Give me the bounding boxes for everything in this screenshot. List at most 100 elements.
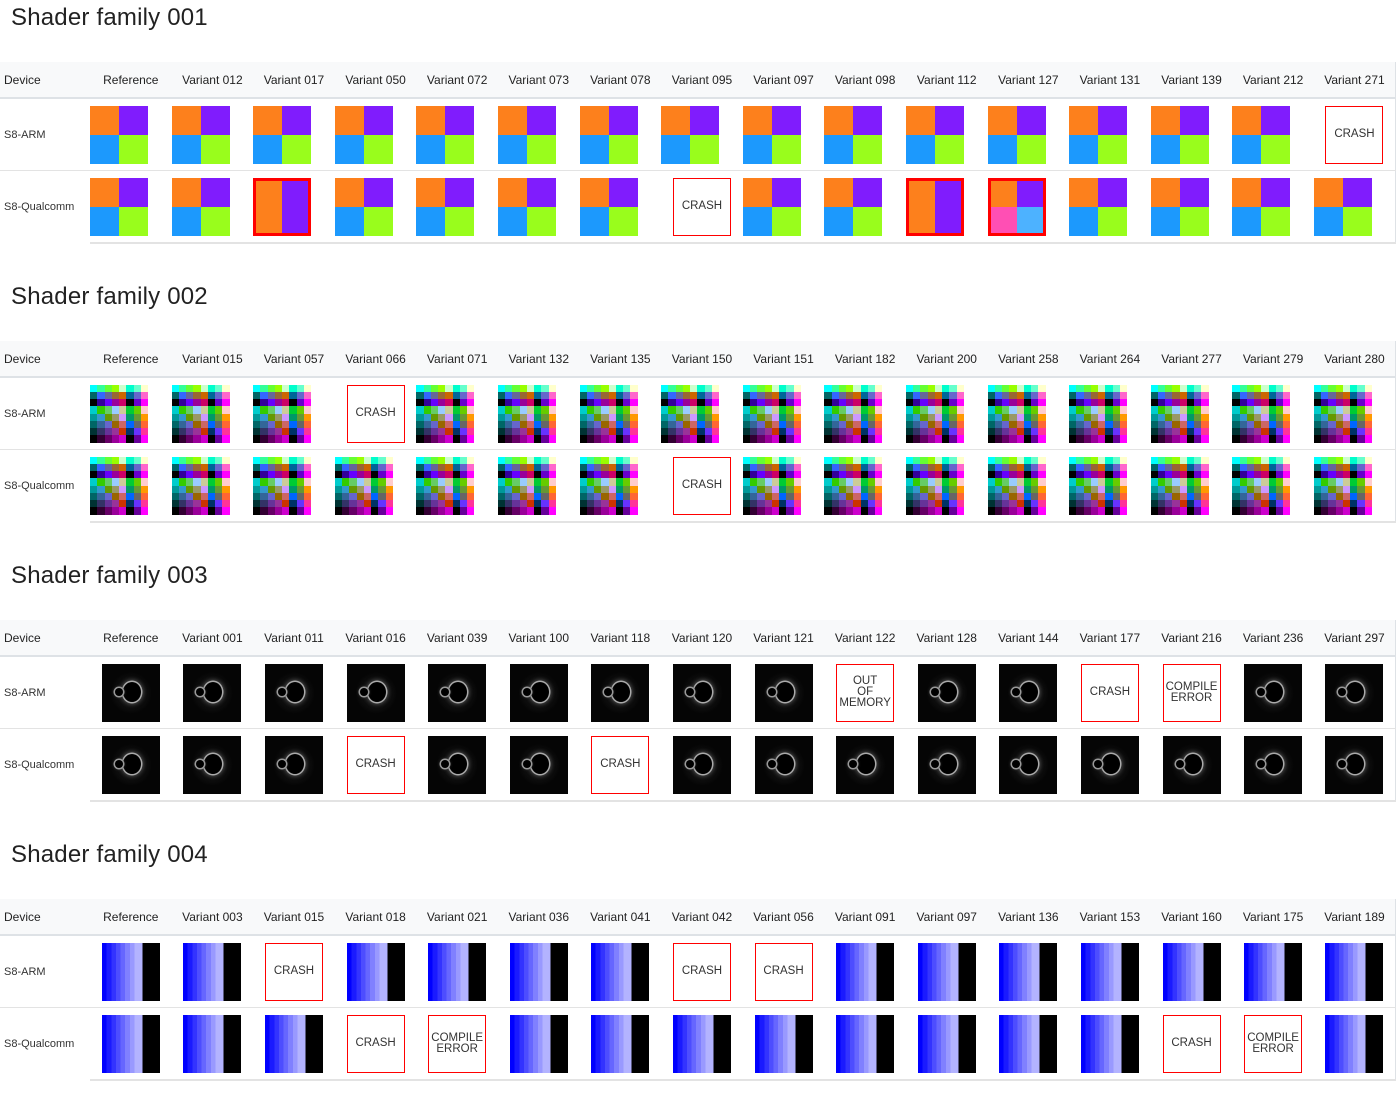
result-image[interactable] <box>334 177 393 236</box>
result-image[interactable] <box>509 735 568 794</box>
result-image[interactable] <box>672 1014 731 1073</box>
result-image[interactable] <box>905 456 964 515</box>
result-image[interactable] <box>661 384 720 443</box>
result-image[interactable] <box>987 384 1046 443</box>
result-image[interactable] <box>1069 177 1128 236</box>
result-image[interactable] <box>672 663 731 722</box>
result-image[interactable] <box>742 105 801 164</box>
result-image[interactable] <box>171 456 230 515</box>
result-image[interactable] <box>1325 735 1384 794</box>
compile-error-badge[interactable]: COMPILE ERROR <box>1162 663 1221 722</box>
crash-badge[interactable]: CRASH <box>672 177 731 236</box>
result-image[interactable] <box>754 1014 813 1073</box>
result-image[interactable] <box>334 105 393 164</box>
result-image[interactable] <box>917 942 976 1001</box>
mismatch-image[interactable] <box>253 177 312 236</box>
result-image[interactable] <box>1080 735 1139 794</box>
result-image[interactable] <box>987 105 1046 164</box>
result-image[interactable] <box>742 177 801 236</box>
result-image[interactable] <box>1244 735 1303 794</box>
crash-badge[interactable]: CRASH <box>1162 1014 1221 1073</box>
result-image[interactable] <box>497 384 556 443</box>
result-image[interactable] <box>346 942 405 1001</box>
result-image[interactable] <box>509 942 568 1001</box>
result-image[interactable] <box>917 1014 976 1073</box>
result-image[interactable] <box>1069 384 1128 443</box>
result-image[interactable] <box>253 384 312 443</box>
result-image[interactable] <box>183 1014 242 1073</box>
crash-badge[interactable]: CRASH <box>591 735 650 794</box>
result-image[interactable] <box>253 456 312 515</box>
result-image[interactable] <box>742 456 801 515</box>
result-image[interactable] <box>90 384 148 443</box>
result-image[interactable] <box>171 177 230 236</box>
result-image[interactable] <box>253 105 312 164</box>
result-image[interactable] <box>1244 942 1303 1001</box>
result-image[interactable] <box>1162 942 1221 1001</box>
result-image[interactable] <box>1313 456 1372 515</box>
crash-badge[interactable]: CRASH <box>346 735 405 794</box>
result-image[interactable] <box>416 384 475 443</box>
result-image[interactable] <box>183 942 242 1001</box>
result-image[interactable] <box>497 456 556 515</box>
compile-error-badge[interactable]: COMPILE ERROR <box>428 1014 487 1073</box>
result-image[interactable] <box>90 177 148 236</box>
crash-badge[interactable]: CRASH <box>1325 105 1384 164</box>
result-image[interactable] <box>1069 105 1128 164</box>
result-image[interactable] <box>1232 456 1291 515</box>
crash-badge[interactable]: CRASH <box>264 942 323 1001</box>
crash-badge[interactable]: CRASH <box>346 384 405 443</box>
result-image[interactable] <box>1150 456 1209 515</box>
result-image[interactable] <box>754 735 813 794</box>
compile-error-badge[interactable]: COMPILE ERROR <box>1244 1014 1303 1073</box>
crash-badge[interactable]: CRASH <box>672 942 731 1001</box>
result-image[interactable] <box>1325 1014 1384 1073</box>
result-image[interactable] <box>497 177 556 236</box>
result-image[interactable] <box>742 384 801 443</box>
result-image[interactable] <box>1150 177 1209 236</box>
result-image[interactable] <box>579 384 638 443</box>
result-image[interactable] <box>1313 384 1372 443</box>
result-image[interactable] <box>905 384 964 443</box>
crash-badge[interactable]: CRASH <box>346 1014 405 1073</box>
result-image[interactable] <box>987 456 1046 515</box>
result-image[interactable] <box>1244 663 1303 722</box>
result-image[interactable] <box>1080 1014 1139 1073</box>
result-image[interactable] <box>416 456 475 515</box>
result-image[interactable] <box>836 942 895 1001</box>
result-image[interactable] <box>824 456 883 515</box>
result-image[interactable] <box>1232 384 1291 443</box>
result-image[interactable] <box>999 942 1058 1001</box>
result-image[interactable] <box>428 942 487 1001</box>
result-image[interactable] <box>497 105 556 164</box>
result-image[interactable] <box>101 663 160 722</box>
result-image[interactable] <box>101 1014 160 1073</box>
result-image[interactable] <box>183 735 242 794</box>
result-image[interactable] <box>264 1014 323 1073</box>
result-image[interactable] <box>1232 177 1291 236</box>
result-image[interactable] <box>346 663 405 722</box>
result-image[interactable] <box>1069 456 1128 515</box>
mismatch-image[interactable] <box>987 177 1046 236</box>
result-image[interactable] <box>917 735 976 794</box>
result-image[interactable] <box>509 1014 568 1073</box>
result-image[interactable] <box>591 1014 650 1073</box>
result-image[interactable] <box>1080 942 1139 1001</box>
result-image[interactable] <box>101 735 160 794</box>
result-image[interactable] <box>1162 735 1221 794</box>
result-image[interactable] <box>836 735 895 794</box>
result-image[interactable] <box>591 663 650 722</box>
result-image[interactable] <box>999 1014 1058 1073</box>
result-image[interactable] <box>171 105 230 164</box>
result-image[interactable] <box>824 105 883 164</box>
result-image[interactable] <box>264 735 323 794</box>
result-image[interactable] <box>1150 384 1209 443</box>
result-image[interactable] <box>754 663 813 722</box>
mismatch-image[interactable] <box>905 177 964 236</box>
crash-badge[interactable]: CRASH <box>1080 663 1139 722</box>
result-image[interactable] <box>183 663 242 722</box>
result-image[interactable] <box>917 663 976 722</box>
result-image[interactable] <box>171 384 230 443</box>
result-image[interactable] <box>824 177 883 236</box>
result-image[interactable] <box>101 942 160 1001</box>
